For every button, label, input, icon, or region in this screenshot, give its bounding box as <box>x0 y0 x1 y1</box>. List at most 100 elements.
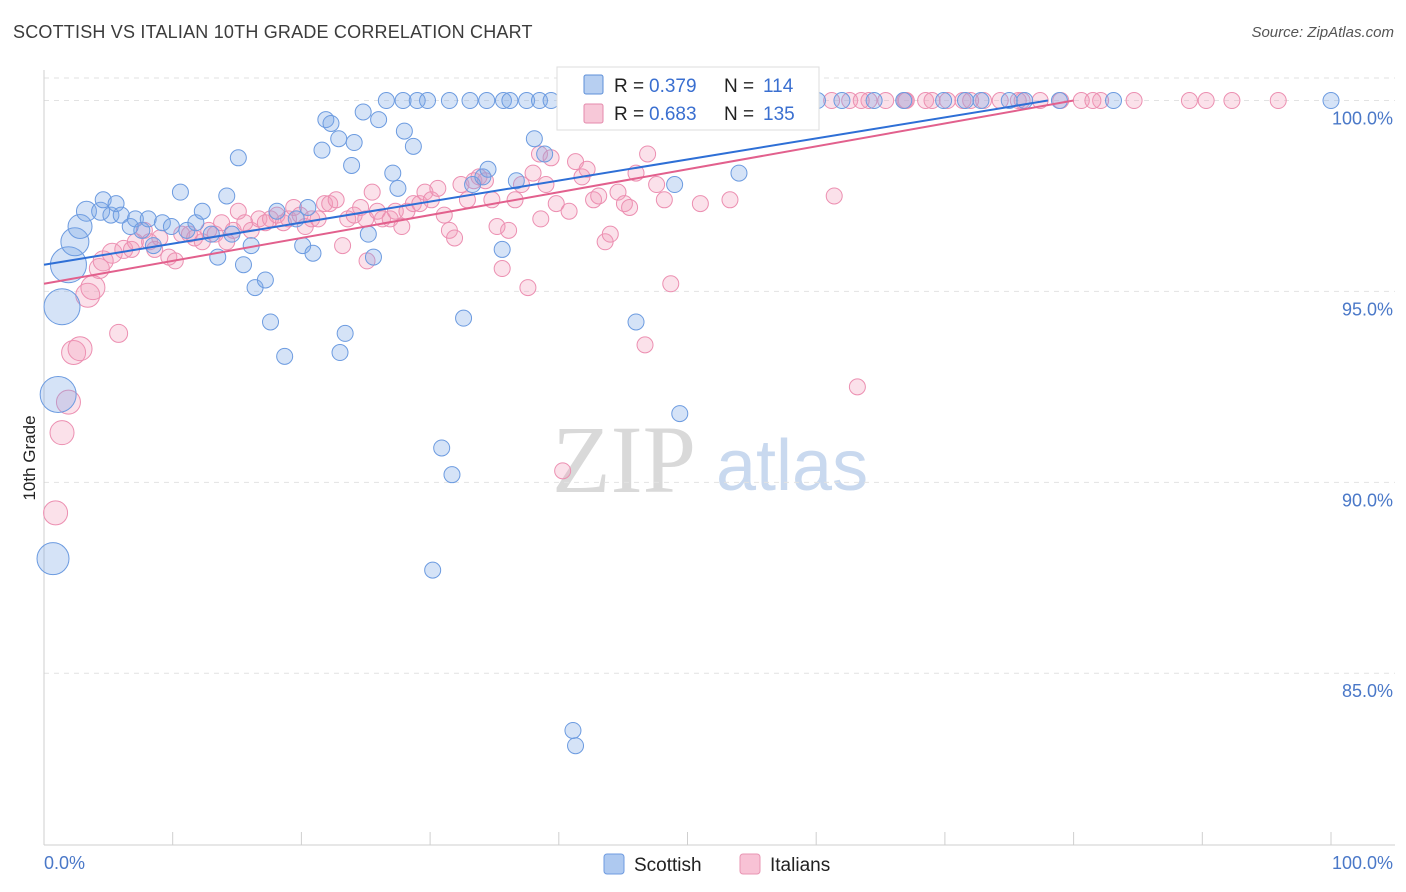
point-scottish <box>408 92 426 110</box>
point-scottish <box>1000 92 1018 110</box>
point-scottish <box>730 164 748 182</box>
point-scottish <box>865 92 883 110</box>
point-italians <box>655 191 673 209</box>
point-italians <box>852 92 870 110</box>
point-italians <box>500 221 518 239</box>
point-scottish <box>525 130 543 148</box>
x-tick-label-max: 100.0% <box>1332 853 1393 873</box>
point-italians <box>823 92 841 110</box>
point-scottish <box>479 160 497 178</box>
point-scottish <box>343 156 361 174</box>
trend-lines <box>43 99 1074 285</box>
point-italians <box>446 229 464 247</box>
watermark: ZIP atlas <box>552 406 868 513</box>
point-scottish <box>43 288 81 326</box>
point-scottish <box>322 114 340 132</box>
point-italians <box>877 92 895 110</box>
x-axis-ticks <box>172 832 1332 845</box>
point-scottish <box>354 103 372 121</box>
point-italians <box>524 164 542 182</box>
point-italians <box>601 225 619 243</box>
point-scottish <box>234 256 252 274</box>
point-scottish <box>494 92 512 110</box>
point-italians <box>49 420 75 446</box>
point-scottish <box>666 176 684 194</box>
point-italians <box>691 195 709 213</box>
legend-n-label-italians: N = <box>724 104 754 125</box>
x-tick-label-min: 0.0% <box>44 853 85 873</box>
point-scottish <box>304 244 322 262</box>
point-italians <box>621 198 639 216</box>
point-scottish <box>202 225 220 243</box>
point-scottish <box>370 111 388 129</box>
point-italians <box>721 191 739 209</box>
point-scottish <box>443 466 461 484</box>
point-scottish <box>36 542 70 576</box>
point-scottish <box>171 183 189 201</box>
point-italians <box>61 340 87 366</box>
legend-swatch-scottish-bottom[interactable] <box>603 853 625 875</box>
point-scottish <box>359 225 377 243</box>
point-scottish <box>268 202 286 220</box>
y-tick-label: 95.0% <box>1342 299 1393 319</box>
point-italians <box>67 336 93 362</box>
stats-legend: R = 0.379 N = 114 R = 0.683 N = 135 <box>556 66 820 131</box>
point-italians <box>1223 92 1241 110</box>
trend-line-italians <box>43 99 1074 285</box>
point-italians <box>429 179 447 197</box>
y-axis-title: 10th Grade <box>20 415 39 500</box>
legend-swatch-italians <box>583 103 604 124</box>
gridlines <box>44 77 1395 674</box>
point-scottish <box>395 122 413 140</box>
point-scottish <box>394 92 412 110</box>
point-scottish <box>478 92 496 110</box>
watermark-atlas: atlas <box>716 426 868 506</box>
legend-n-value-scottish: 114 <box>763 76 794 97</box>
point-scottish <box>433 439 451 457</box>
point-scottish <box>389 179 407 197</box>
point-scottish <box>424 561 442 579</box>
point-italians <box>363 183 381 201</box>
point-scottish <box>419 92 437 110</box>
point-italians <box>80 275 106 301</box>
point-scottish <box>112 206 130 224</box>
point-italians <box>1125 92 1143 110</box>
point-scottish <box>935 92 953 110</box>
point-scottish <box>229 149 247 167</box>
legend-swatch-italians-bottom[interactable] <box>739 853 761 875</box>
point-italians <box>639 145 657 163</box>
point-scottish <box>564 721 582 739</box>
point-scottish <box>440 92 458 110</box>
y-tick-label: 100.0% <box>1332 109 1393 129</box>
point-scottish <box>671 405 689 423</box>
point-italians <box>648 176 666 194</box>
point-scottish <box>345 134 363 152</box>
point-scottish <box>313 141 331 159</box>
point-italians <box>1269 92 1287 110</box>
point-italians <box>938 92 956 110</box>
point-scottish <box>139 210 157 228</box>
point-italians <box>493 260 511 278</box>
point-scottish <box>94 191 112 209</box>
point-scottish <box>567 737 585 755</box>
point-scottish <box>972 92 990 110</box>
point-italians <box>923 92 941 110</box>
point-scottish <box>256 271 274 289</box>
series-legend: Scottish Italians <box>603 853 830 876</box>
point-italians <box>1197 92 1215 110</box>
point-scottish <box>67 214 93 240</box>
point-italians <box>825 187 843 205</box>
point-scottish <box>153 214 171 232</box>
point-scottish <box>455 309 473 327</box>
legend-label-scottish[interactable]: Scottish <box>634 855 702 876</box>
point-scottish <box>162 218 180 236</box>
point-italians <box>962 92 980 110</box>
point-italians <box>848 378 866 396</box>
legend-label-italians[interactable]: Italians <box>770 855 830 876</box>
point-italians <box>547 195 565 213</box>
legend-r-label-scottish: R = <box>614 76 644 97</box>
legend-swatch-scottish <box>583 74 604 95</box>
point-italians <box>554 462 572 480</box>
point-italians <box>1031 92 1049 110</box>
point-italians <box>636 336 654 354</box>
